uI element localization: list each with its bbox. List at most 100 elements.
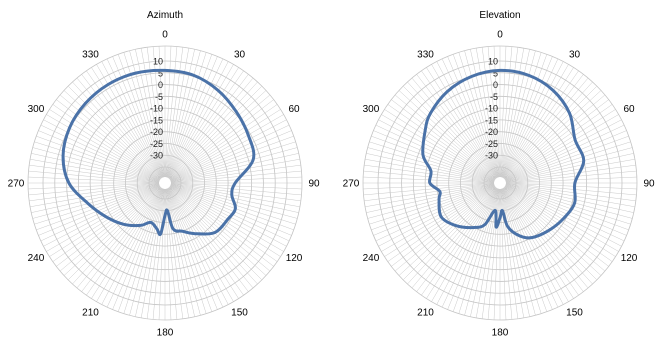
radial-tick-label: -30	[150, 151, 163, 161]
grid-spoke	[501, 50, 536, 178]
grid-spoke	[500, 188, 507, 320]
radial-tick-label: -25	[150, 139, 163, 149]
grid-spoke	[384, 109, 496, 180]
radial-tick-label: -30	[485, 151, 498, 161]
grid-spoke	[381, 114, 495, 181]
grid-spoke	[106, 188, 163, 308]
grid-spoke	[169, 94, 271, 180]
grid-spoke	[378, 119, 495, 181]
grid-spoke	[32, 184, 160, 219]
grid-spoke	[505, 130, 627, 181]
grid-spoke	[487, 46, 500, 178]
grid-spoke	[112, 188, 163, 310]
grid-spoke	[502, 61, 564, 178]
grid-spoke	[135, 188, 164, 317]
grid-spoke	[86, 70, 162, 179]
grid-spoke	[447, 188, 498, 310]
radial-tick-label: 10	[488, 57, 498, 67]
grid-spoke	[505, 147, 633, 182]
grid-spoke	[167, 188, 224, 308]
grid-spoke	[505, 184, 633, 219]
grid-spoke	[76, 187, 162, 289]
radial-tick-label: 0	[493, 80, 498, 90]
grid-spoke	[363, 170, 495, 183]
grid-spoke	[391, 99, 496, 180]
grid-spoke	[28, 183, 160, 196]
grid-spoke	[364, 183, 495, 202]
grid-spoke	[503, 77, 589, 179]
grid-spoke	[505, 153, 634, 182]
grid-spoke	[475, 48, 500, 178]
grid-spoke	[167, 64, 234, 178]
angle-tick-label: 180	[157, 328, 174, 337]
grid-spoke	[166, 188, 213, 312]
grid-spoke	[493, 46, 500, 178]
grid-spoke	[168, 74, 249, 179]
grid-spoke	[441, 58, 498, 178]
radial-tick-label: -10	[150, 104, 163, 114]
grid-spoke	[170, 184, 299, 213]
grid-spoke	[426, 187, 497, 299]
azimuth-polar-plot: Azimuth 0 30 60 90 120 150 180 210 240 270 300 330 10…	[8, 10, 320, 337]
grid-spoke	[169, 104, 278, 180]
radial-tick-labels: 105 0 -5 -10-15 -20 -25 -30	[485, 57, 498, 161]
grid-spoke	[373, 185, 495, 236]
grid-spoke	[503, 81, 593, 179]
angle-tick-label: 120	[286, 253, 303, 264]
elevation-chart: Elevation 0 30 60 90 120 150 180 210 240 270 300 330…	[335, 0, 670, 337]
radial-tick-label: 5	[158, 68, 163, 78]
grid-spoke	[501, 49, 530, 178]
grid-spoke	[505, 170, 637, 183]
grid-spoke	[152, 188, 165, 320]
grid-spoke	[505, 183, 637, 196]
angle-tick-label: 0	[497, 30, 503, 41]
grid-spoke	[367, 184, 495, 219]
grid-spoke	[167, 188, 234, 302]
radial-tick-label: 5	[493, 68, 498, 78]
grid-spoke	[470, 49, 499, 178]
grid-spoke	[458, 188, 499, 314]
grid-spoke	[49, 109, 161, 180]
azimuth-chart: Azimuth 0 30 60 90 120 150 180 210 240 270 300 330 10…	[8, 10, 320, 337]
grid-spoke	[146, 47, 165, 178]
grid-spoke	[436, 188, 498, 305]
polar-grid	[362, 45, 638, 321]
angle-tick-label: 30	[569, 49, 581, 60]
radial-tick-label: 10	[153, 57, 163, 67]
grid-spoke	[170, 119, 287, 181]
grid-spoke	[502, 188, 559, 308]
grid-spoke	[503, 70, 579, 179]
grid-spoke	[129, 188, 164, 316]
grid-spoke	[505, 184, 629, 231]
grid-spoke	[63, 186, 161, 276]
angle-tick-label: 210	[417, 308, 434, 319]
grid-spoke	[32, 147, 160, 182]
grid-spoke	[168, 187, 249, 292]
grid-spoke	[487, 188, 500, 320]
grid-spoke	[504, 186, 606, 272]
grid-spoke	[501, 52, 542, 178]
radial-tick-label: -15	[485, 115, 498, 125]
grid-spoke	[447, 56, 498, 178]
grid-spoke	[31, 184, 160, 213]
grid-spoke	[140, 48, 165, 178]
grid-spoke	[464, 188, 499, 316]
grid-spoke	[394, 186, 496, 272]
grid-spoke	[170, 183, 300, 208]
grid-spoke	[170, 124, 290, 181]
grid-spoke	[375, 185, 495, 242]
series-line	[421, 68, 586, 240]
grid-spoke	[101, 188, 163, 305]
grid-spoke	[166, 188, 195, 317]
grid-spoke	[34, 141, 160, 182]
grid-spoke	[398, 90, 496, 180]
grid-spoke	[503, 187, 593, 285]
grid-spoke	[167, 58, 224, 178]
grid-spoke	[505, 114, 619, 181]
grid-spoke	[505, 184, 631, 225]
grid-spoke	[38, 130, 160, 181]
grid-spoke	[402, 85, 496, 179]
grid-spoke	[29, 183, 160, 202]
grid-spoke	[36, 184, 160, 231]
grid-spoke	[170, 183, 301, 202]
